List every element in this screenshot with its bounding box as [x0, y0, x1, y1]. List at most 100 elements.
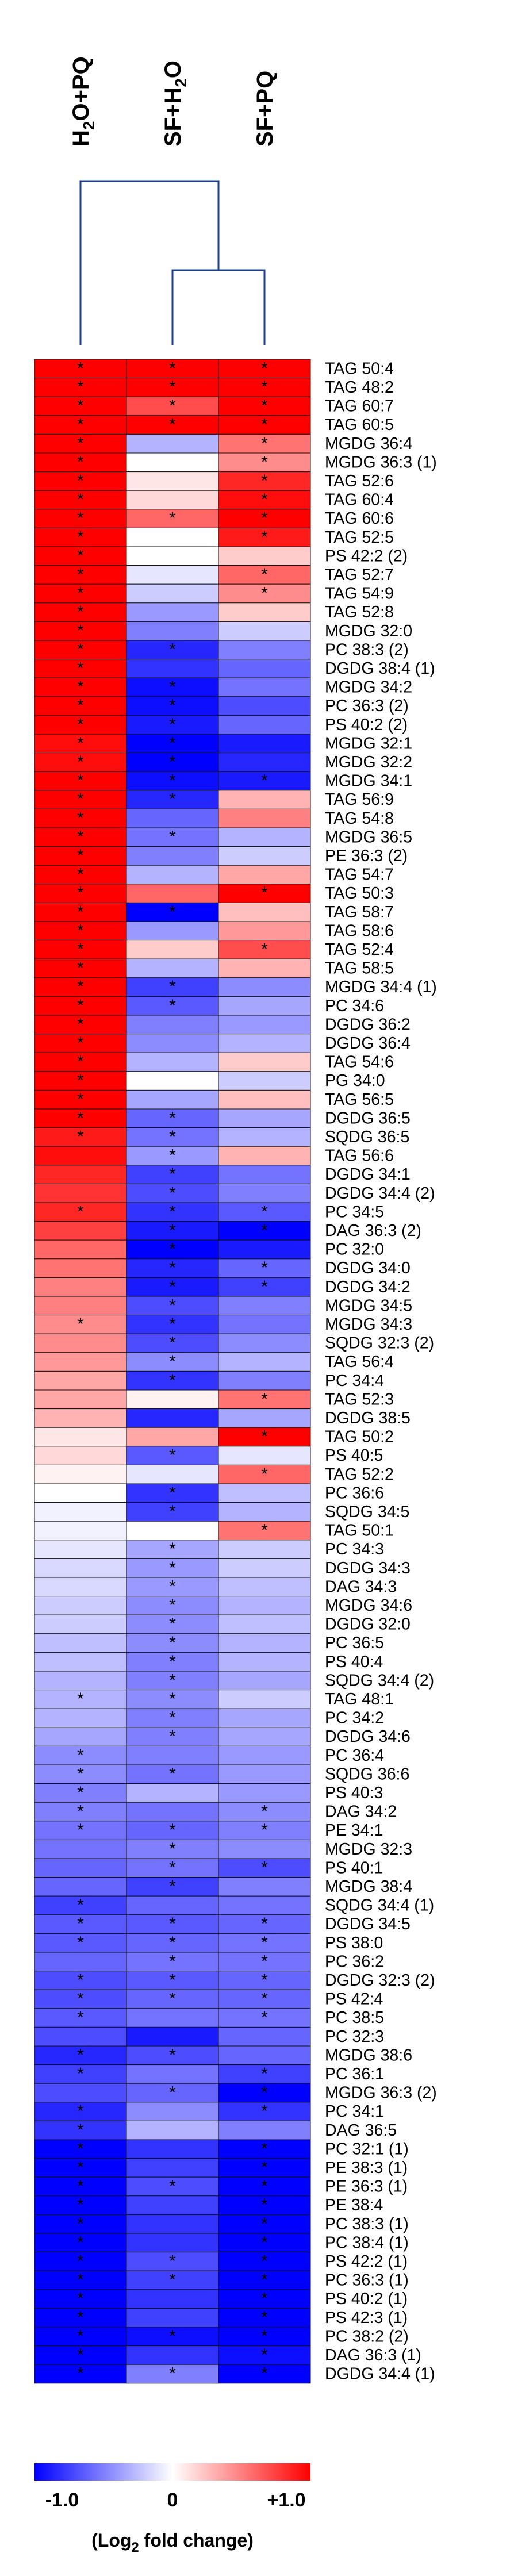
heatmap-cell	[218, 2345, 311, 2365]
heatmap-cell	[34, 1652, 127, 1672]
significance-star: *	[261, 2177, 268, 2196]
heatmap-cell	[34, 1895, 127, 1915]
heatmap-cell	[218, 527, 311, 547]
significance-star: *	[77, 827, 84, 846]
significance-star: *	[169, 1127, 176, 1146]
heatmap-cell	[218, 2045, 311, 2066]
significance-star: *	[77, 1053, 84, 1072]
significance-star: *	[169, 1990, 176, 2009]
heatmap-cell	[126, 1464, 219, 1484]
heatmap-cell	[126, 1352, 219, 1372]
heatmap-cell	[126, 1108, 219, 1128]
legend-max-label: +1.0	[267, 2489, 305, 2511]
significance-star: *	[261, 471, 268, 490]
row-label: MGDG 36:3 (2)	[325, 2084, 437, 2102]
significance-star: *	[261, 1952, 268, 1971]
heatmap-cell	[34, 2026, 127, 2047]
significance-star: *	[261, 2308, 268, 2327]
row-label: MGDG 32:0	[325, 622, 412, 640]
row-label: PC 36:3 (2)	[325, 697, 409, 715]
row-label: TAG 52:5	[325, 528, 394, 547]
row-label: DGDG 36:5	[325, 1109, 411, 1127]
heatmap-cell	[218, 1989, 311, 2009]
row-label: PC 38:3 (1)	[325, 2215, 409, 2233]
heatmap-cell	[218, 2120, 311, 2140]
heatmap-cell	[126, 865, 219, 885]
significance-star: *	[77, 1746, 84, 1765]
heatmap-cell	[126, 546, 219, 566]
heatmap-cell	[34, 771, 127, 791]
heatmap-cell	[34, 546, 127, 566]
heatmap-cell	[34, 1052, 127, 1072]
row-label: DGDG 34:3	[325, 1559, 411, 1577]
significance-star: *	[77, 1971, 84, 1990]
heatmap-cell	[218, 1165, 311, 1184]
significance-star: *	[77, 903, 84, 922]
significance-star: *	[169, 1202, 176, 1221]
heatmap-cell	[126, 1315, 219, 1334]
column-labels: H2O+PQ SF+H2O SF+PQ	[68, 56, 278, 147]
row-label: PS 42:2 (2)	[325, 547, 408, 565]
heatmap-cell	[126, 902, 219, 922]
heatmap-cell	[126, 1370, 219, 1391]
heatmap-cell	[34, 1239, 127, 1260]
heatmap-cell	[34, 1577, 127, 1597]
row-label: MGDG 36:3 (1)	[325, 453, 437, 471]
heatmap-cell	[218, 677, 311, 697]
heatmap-cell	[126, 1183, 219, 1203]
heatmap-cell	[218, 1483, 311, 1503]
row-label: MGDG 34:2	[325, 678, 412, 697]
significance-star: *	[261, 940, 268, 959]
heatmap-cell	[126, 2120, 219, 2140]
row-label: TAG 54:7	[325, 866, 394, 884]
row-label: TAG 50:3	[325, 884, 394, 903]
significance-star: *	[261, 2008, 268, 2027]
significance-star: *	[261, 452, 268, 471]
significance-star: *	[169, 678, 176, 697]
heatmap-cell	[126, 1071, 219, 1091]
heatmap-cell	[126, 1034, 219, 1053]
heatmap-cell	[34, 1671, 127, 1691]
row-label: PC 34:3	[325, 1540, 384, 1558]
heatmap-cell	[126, 1745, 219, 1765]
heatmap-cell	[34, 734, 127, 754]
heatmap-cell	[126, 827, 219, 847]
heatmap-cell	[34, 527, 127, 547]
heatmap-cell	[34, 1708, 127, 1728]
significance-star: *	[169, 1971, 176, 1990]
heatmap-cell	[218, 940, 311, 959]
heatmap-cell	[126, 640, 219, 660]
significance-star: *	[261, 1277, 268, 1296]
heatmap-cell	[126, 884, 219, 903]
significance-star: *	[261, 2271, 268, 2290]
significance-star: *	[169, 1914, 176, 1933]
significance-star: *	[77, 602, 84, 621]
row-label: PC 38:2 (2)	[325, 2327, 409, 2345]
row-label: TAG 56:9	[325, 790, 394, 809]
significance-star: *	[77, 490, 84, 509]
heatmap-cell	[34, 1764, 127, 1784]
heatmap-cell	[34, 1127, 127, 1147]
heatmap-cell	[126, 2289, 219, 2309]
significance-star: *	[261, 1914, 268, 1933]
heatmap-cell	[34, 753, 127, 772]
significance-star: *	[261, 2064, 268, 2083]
significance-star: *	[77, 452, 84, 471]
heatmap-cell	[34, 1427, 127, 1447]
heatmap-cell	[218, 378, 311, 397]
row-label: PS 42:2 (1)	[325, 2252, 408, 2271]
significance-star: *	[169, 753, 176, 771]
heatmap-cell	[126, 2252, 219, 2271]
heatmap-cell	[126, 677, 219, 697]
row-label: PS 42:4	[325, 1990, 383, 2009]
heatmap-cell	[34, 1502, 127, 1522]
row-label: PS 42:3 (1)	[325, 2309, 408, 2327]
heatmap-cell	[218, 1015, 311, 1035]
significance-star: *	[77, 415, 84, 434]
heatmap-cell	[218, 884, 311, 903]
heatmap-cell	[218, 2139, 311, 2159]
significance-star: *	[77, 378, 84, 397]
column-label: H2O+PQ	[68, 56, 98, 147]
heatmap-cell	[218, 2102, 311, 2121]
